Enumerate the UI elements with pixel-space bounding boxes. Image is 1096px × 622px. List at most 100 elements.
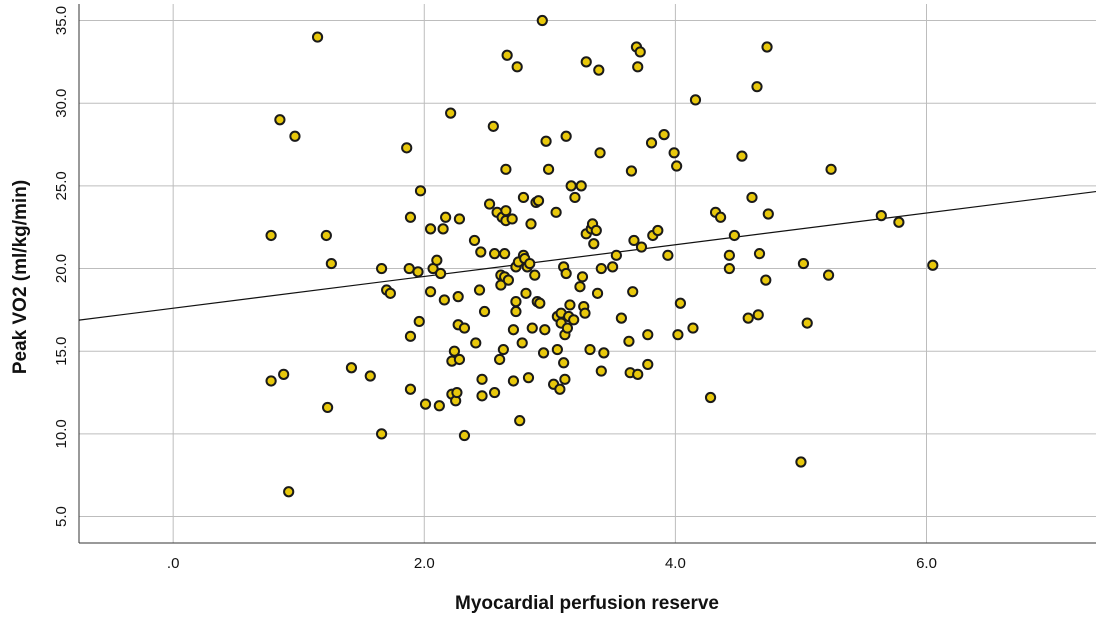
data-point <box>375 262 388 275</box>
data-point <box>551 343 563 356</box>
data-point <box>524 257 536 270</box>
data-point <box>458 429 471 442</box>
data-point <box>576 271 589 283</box>
data-point <box>265 229 277 242</box>
data-point <box>652 224 664 237</box>
data-point <box>487 120 499 132</box>
x-tick-label: 6.0 <box>916 555 937 572</box>
data-point <box>564 299 576 311</box>
data-point <box>668 147 680 159</box>
y-tick-label: 30.0 <box>53 89 70 118</box>
x-tick-label: .0 <box>167 555 180 572</box>
data-point <box>753 248 766 260</box>
data-point <box>590 224 602 237</box>
data-point <box>760 274 772 286</box>
data-point <box>289 130 301 142</box>
data-point <box>825 163 837 175</box>
data-point <box>419 398 432 410</box>
fit-line-group <box>78 190 1096 321</box>
y-tick-label: 35.0 <box>53 6 70 35</box>
data-point <box>560 130 572 142</box>
data-point <box>593 64 605 76</box>
data-point <box>591 287 604 299</box>
data-point <box>728 229 741 242</box>
data-point <box>494 353 506 366</box>
data-point <box>414 185 427 197</box>
data-point <box>437 223 449 235</box>
data-point <box>475 246 487 258</box>
data-point <box>927 259 939 271</box>
data-point <box>752 309 764 321</box>
data-point <box>595 262 607 275</box>
data-point <box>671 160 683 172</box>
data-point <box>470 337 482 349</box>
data-points <box>265 14 939 498</box>
data-point <box>476 390 488 402</box>
data-point <box>627 286 639 298</box>
data-point <box>674 297 687 309</box>
data-point <box>632 61 644 73</box>
data-point <box>458 322 471 334</box>
data-point <box>510 305 522 318</box>
data-point <box>536 14 548 27</box>
x-axis-title: Myocardial perfusion reserve <box>455 593 719 614</box>
data-point <box>537 347 550 359</box>
x-tick-label: 2.0 <box>414 555 435 572</box>
data-point <box>550 206 562 218</box>
data-point <box>801 317 813 329</box>
data-point <box>311 31 324 43</box>
data-point <box>558 357 570 369</box>
data-point <box>565 180 577 192</box>
data-point <box>540 135 552 147</box>
data-point <box>893 216 905 228</box>
data-point <box>265 375 277 387</box>
fit-line <box>78 190 1096 321</box>
data-point <box>632 368 644 380</box>
data-point <box>642 329 654 341</box>
data-point <box>507 324 520 336</box>
data-point <box>797 257 810 270</box>
data-point <box>742 312 754 324</box>
data-point <box>499 248 511 260</box>
data-point <box>584 343 596 356</box>
data-point <box>642 358 654 371</box>
data-point <box>526 322 538 334</box>
data-point <box>532 195 545 207</box>
y-tick-label: 5.0 <box>53 506 70 527</box>
data-point <box>283 486 295 498</box>
data-point <box>452 291 464 303</box>
data-point <box>610 249 622 261</box>
data-point <box>542 163 555 175</box>
tick-labels: 5.0 10.0 15.0 20.0 25.0 30.0 35.0 .0 2.0 4.0 6.0 <box>53 6 937 572</box>
data-point <box>625 165 638 177</box>
data-point <box>658 129 670 141</box>
data-point <box>525 218 537 230</box>
data-point <box>404 211 417 223</box>
data-point <box>635 241 648 253</box>
data-point <box>517 191 530 204</box>
data-point <box>559 373 571 385</box>
data-point <box>595 365 607 377</box>
data-point <box>822 269 835 281</box>
data-point <box>322 401 334 414</box>
data-point <box>522 372 535 384</box>
data-point <box>689 94 702 106</box>
data-point <box>575 180 587 192</box>
data-point <box>795 456 807 468</box>
data-point <box>762 208 774 220</box>
y-tick-label: 20.0 <box>53 254 70 283</box>
data-point <box>502 274 514 286</box>
data-point <box>364 370 376 382</box>
data-point <box>451 386 463 399</box>
data-point <box>468 234 481 247</box>
data-point <box>500 205 512 217</box>
data-point <box>412 266 424 278</box>
gridlines <box>79 4 1096 543</box>
data-point <box>404 383 417 395</box>
data-point <box>488 386 501 399</box>
data-point <box>714 211 727 223</box>
data-point <box>615 312 628 324</box>
data-point <box>274 114 286 126</box>
data-point <box>424 286 437 298</box>
